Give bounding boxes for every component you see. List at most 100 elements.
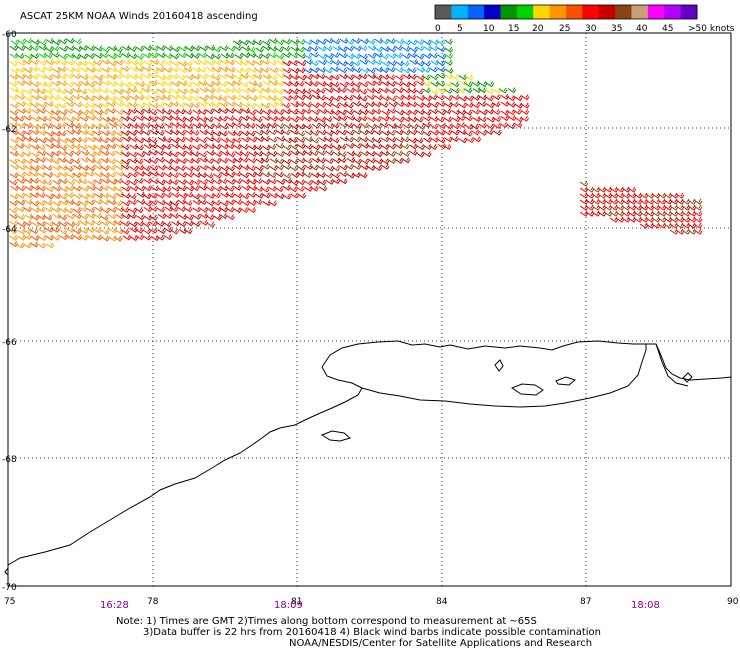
wind-barb xyxy=(101,58,110,65)
wind-barb xyxy=(437,72,446,79)
wind-barb xyxy=(135,66,145,73)
wind-barb xyxy=(9,73,19,80)
wind-barb xyxy=(9,200,19,207)
wind-barb xyxy=(339,170,348,177)
wind-barb xyxy=(324,81,334,88)
wind-barb xyxy=(255,136,265,142)
wind-barb xyxy=(395,137,405,144)
wind-barb xyxy=(261,58,270,65)
wind-barb xyxy=(331,102,341,109)
wind-barb xyxy=(30,144,40,150)
wind-barb xyxy=(92,227,102,234)
wind-barb xyxy=(219,123,229,130)
wind-barb xyxy=(157,199,166,206)
wind-barb xyxy=(206,73,215,80)
wind-barb xyxy=(513,108,522,115)
wind-barb xyxy=(254,170,263,177)
wind-barb xyxy=(471,94,481,101)
colorbar-swatch xyxy=(549,5,567,19)
wind-barb xyxy=(359,109,369,116)
wind-barb xyxy=(177,165,186,172)
wind-barb xyxy=(387,88,396,94)
wind-barb xyxy=(100,220,110,227)
wind-barb xyxy=(101,235,110,242)
wind-barb xyxy=(268,185,277,192)
wind-barb xyxy=(219,206,229,213)
wind-barb xyxy=(143,143,153,150)
wind-barb xyxy=(330,66,340,73)
wind-barb xyxy=(260,129,270,136)
wind-barb xyxy=(394,123,403,130)
wind-barb xyxy=(65,192,75,199)
wind-barb xyxy=(163,52,173,59)
wind-barb xyxy=(184,116,194,123)
colorbar-swatch xyxy=(533,5,551,19)
wind-barb xyxy=(219,95,228,102)
wind-barb xyxy=(107,101,116,107)
wind-barb xyxy=(58,66,67,72)
wind-barb xyxy=(177,122,187,129)
wind-barb xyxy=(93,198,103,205)
wind-barb xyxy=(162,143,172,150)
wind-barb xyxy=(107,107,116,114)
wind-barb xyxy=(423,136,432,143)
colorbar-label: 25 xyxy=(559,24,570,34)
wind-barb xyxy=(156,60,165,67)
wind-barb xyxy=(297,88,307,95)
wind-barb xyxy=(171,121,180,128)
wind-barb xyxy=(693,222,703,229)
wind-barb xyxy=(241,178,251,185)
wind-barb xyxy=(199,73,208,80)
wind-barb xyxy=(183,144,193,151)
wind-barb xyxy=(478,81,488,88)
wind-barb xyxy=(143,185,152,192)
wind-barb xyxy=(94,79,103,86)
wind-barb xyxy=(330,52,340,59)
wind-barb xyxy=(52,172,61,179)
wind-barb xyxy=(352,37,361,44)
wind-barb xyxy=(225,52,235,59)
wind-barb xyxy=(185,157,195,164)
wind-barb xyxy=(430,129,439,136)
wind-barb xyxy=(37,129,47,136)
wind-barb xyxy=(458,129,467,136)
wind-barb xyxy=(693,204,703,211)
wind-barb xyxy=(338,178,348,185)
wind-barb xyxy=(234,74,244,81)
wind-barb xyxy=(198,52,208,59)
wind-barb xyxy=(9,115,19,122)
wind-barb xyxy=(94,74,104,81)
wind-barb xyxy=(156,115,166,122)
wind-barb xyxy=(352,100,361,107)
wind-barb xyxy=(36,206,46,213)
wind-barb xyxy=(227,101,236,108)
colorbar-label: 15 xyxy=(508,24,519,34)
wind-barb xyxy=(414,137,424,144)
speed-colorbar: 0 5 10 15 20 25 30 35 40 45 >50 knots xyxy=(434,4,735,34)
wind-barb xyxy=(114,116,124,123)
wind-barb xyxy=(310,185,319,192)
wind-barb xyxy=(163,212,173,219)
wind-barb xyxy=(359,102,369,109)
wind-barb xyxy=(296,136,306,143)
wind-barb xyxy=(240,115,250,122)
wind-barb xyxy=(79,45,88,52)
wind-barb xyxy=(45,156,54,163)
wind-barb xyxy=(254,165,264,172)
wind-barb xyxy=(16,172,26,179)
wind-barb xyxy=(436,94,445,101)
wind-barb xyxy=(507,87,517,94)
wind-barb xyxy=(464,123,474,130)
wind-barb xyxy=(366,38,376,45)
wind-barb xyxy=(429,123,439,130)
wind-barb xyxy=(114,186,123,193)
wind-barb xyxy=(99,108,109,115)
wind-barb xyxy=(114,81,124,87)
wind-barb xyxy=(464,115,473,122)
wind-barb xyxy=(225,185,235,192)
wind-barb xyxy=(135,220,145,227)
wind-barb xyxy=(86,95,96,102)
wind-barb xyxy=(457,109,467,116)
wind-barb xyxy=(675,192,685,199)
